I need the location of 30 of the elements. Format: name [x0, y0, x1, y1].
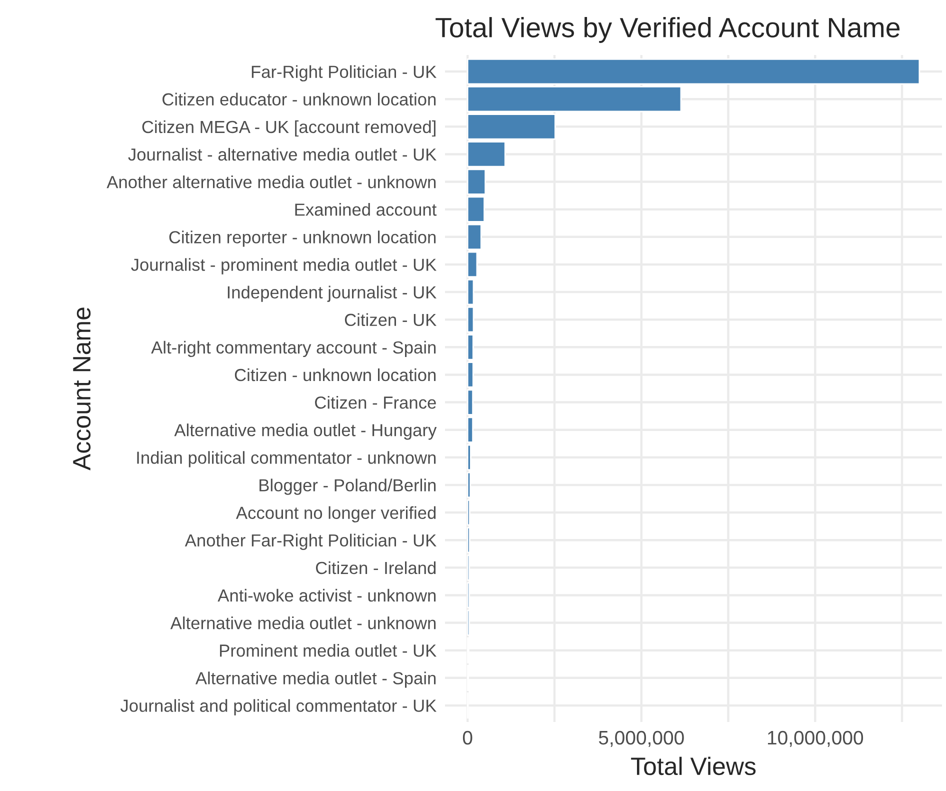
y-tick-label: Far-Right Politician - UK	[252, 65, 436, 82]
y-tick-label: Journalist and political commentator - UK	[120, 699, 436, 716]
y-tick-label: Alt-right commentary account - Spain	[151, 340, 436, 358]
y-tick-label: Independent journalist - UK	[228, 286, 436, 302]
y-tick-label: Account no longer verified	[236, 506, 436, 522]
y-axis-title: Account Name	[73, 308, 91, 470]
y-tick-label: Blogger - Poland/Berlin	[260, 478, 436, 495]
y-tick-label: Citizen reporter - unknown location	[169, 230, 436, 247]
y-tick-label: Journalist - prominent media outlet - UK	[131, 258, 436, 274]
y-tick-label: Citizen - Ireland	[316, 561, 436, 574]
y-tick-label: Citizen - unknown location	[234, 368, 436, 382]
chart-title: Total Views by Verified Account Name	[436, 17, 900, 43]
y-tick-label: Journalist - alternative media outlet - UK	[128, 148, 436, 161]
y-tick-label: Prominent media outlet - UK	[220, 644, 436, 657]
y-tick-label: Alternative media outlet - unknown	[170, 616, 436, 630]
y-tick-label: Citizen - France	[315, 396, 436, 409]
x-tick-label: 5,000,000	[598, 730, 684, 747]
y-tick-label: Another alternative media outlet - unknown	[106, 175, 436, 188]
y-tick-label: Citizen MEGA - UK [account removed]	[142, 120, 436, 137]
x-tick-label: 0	[462, 730, 472, 745]
y-tick-label: Alternative media outlet - Spain	[195, 672, 436, 688]
x-tick-label: 10,000,000	[768, 730, 864, 747]
y-tick-label: Another Far-Right Politician - UK	[184, 534, 436, 550]
y-tick-label: Indian political commentator - unknown	[137, 451, 436, 468]
x-axis-title: Total Views	[631, 756, 756, 776]
y-tick-label: Citizen - UK	[344, 313, 436, 326]
y-tick-label: Citizen educator - unknown location	[162, 92, 436, 106]
y-tick-label: Alternative media outlet - Hungary	[174, 424, 437, 440]
y-tick-label: Examined account	[295, 203, 437, 216]
y-tick-label: Anti-woke activist - unknown	[218, 588, 436, 602]
